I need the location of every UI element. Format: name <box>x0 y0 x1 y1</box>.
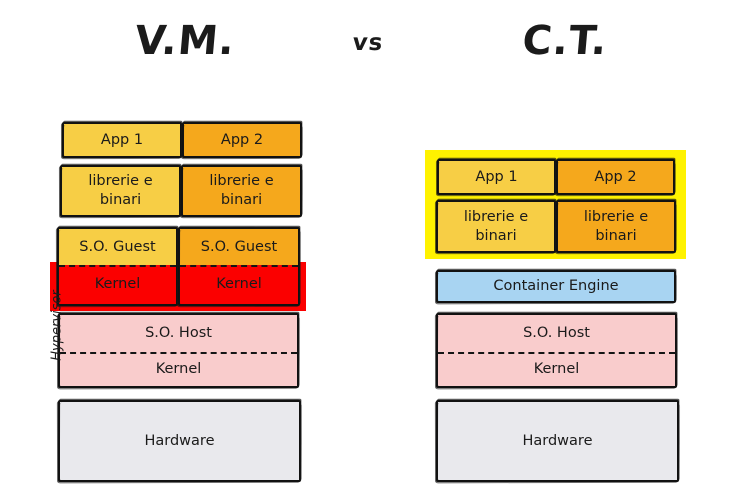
vm-libs2-label-line2: binari <box>220 192 263 208</box>
vm-app1-box[interactable]: App 1 <box>62 122 182 158</box>
vm-libs2-label-line1: librerie e <box>209 173 274 190</box>
vm-guest1-divider <box>59 265 176 267</box>
vm-app2-box[interactable]: App 2 <box>182 122 302 158</box>
vm-host-divider <box>60 352 297 354</box>
ct-libs1-box[interactable]: librerie e binari <box>436 200 556 253</box>
vm-host-os-box[interactable]: S.O. Host Kernel <box>58 313 299 388</box>
vm-guest1-box[interactable]: S.O. Guest Kernel <box>57 227 178 306</box>
vm-hardware-box[interactable]: Hardware <box>58 400 301 482</box>
vm-libs1-label-line1: librerie e <box>88 173 153 190</box>
ct-app1-label: App 1 <box>475 168 518 185</box>
ct-libs2-label-line2: binari <box>595 227 637 244</box>
ct-hardware-box[interactable]: Hardware <box>436 400 679 482</box>
ct-host-divider <box>438 352 675 354</box>
vm-app1-label: App 1 <box>100 131 144 148</box>
vm-guest2-kernel-label: Kernel <box>216 276 262 293</box>
vm-guest1-kernel-label: Kernel <box>94 276 141 293</box>
vm-guest2-divider <box>180 265 298 267</box>
vm-guest2-os-label: S.O. Guest <box>200 238 278 255</box>
vm-guest1-os-label: S.O. Guest <box>79 238 156 255</box>
ct-libs2-label-line1: librerie e <box>583 208 649 225</box>
ct-libs1-label-line1: librerie e <box>463 208 529 225</box>
page-title-vm: V.M. <box>132 18 238 64</box>
ct-container-engine-box[interactable]: Container Engine <box>436 270 676 303</box>
ct-app1-box[interactable]: App 1 <box>437 159 556 195</box>
ct-host-os-label: S.O. Host <box>523 325 590 342</box>
vm-guest2-box[interactable]: S.O. Guest Kernel <box>178 227 300 306</box>
hypervisor-label: Hypervisor <box>49 290 65 361</box>
ct-hardware-label: Hardware <box>522 432 593 449</box>
vm-hardware-label: Hardware <box>144 432 215 449</box>
page-title-ct: C.T. <box>520 18 610 64</box>
vm-libs2-box[interactable]: librerie e binari <box>181 165 302 217</box>
ct-app2-label: App 2 <box>594 168 637 185</box>
ct-app2-box[interactable]: App 2 <box>556 159 675 195</box>
ct-host-os-box[interactable]: S.O. Host Kernel <box>436 313 677 388</box>
vm-app2-label: App 2 <box>220 131 264 148</box>
vm-libs1-box[interactable]: librerie e binari <box>60 165 181 217</box>
ct-container-engine-label: Container Engine <box>493 278 619 295</box>
ct-libs2-box[interactable]: librerie e binari <box>556 200 676 253</box>
ct-libs1-label-line2: binari <box>475 227 517 244</box>
ct-host-kernel-label: Kernel <box>533 360 580 377</box>
vm-host-kernel-label: Kernel <box>155 360 202 377</box>
vm-libs1-label-line2: binari <box>99 192 142 208</box>
vm-host-os-label: S.O. Host <box>145 325 212 342</box>
